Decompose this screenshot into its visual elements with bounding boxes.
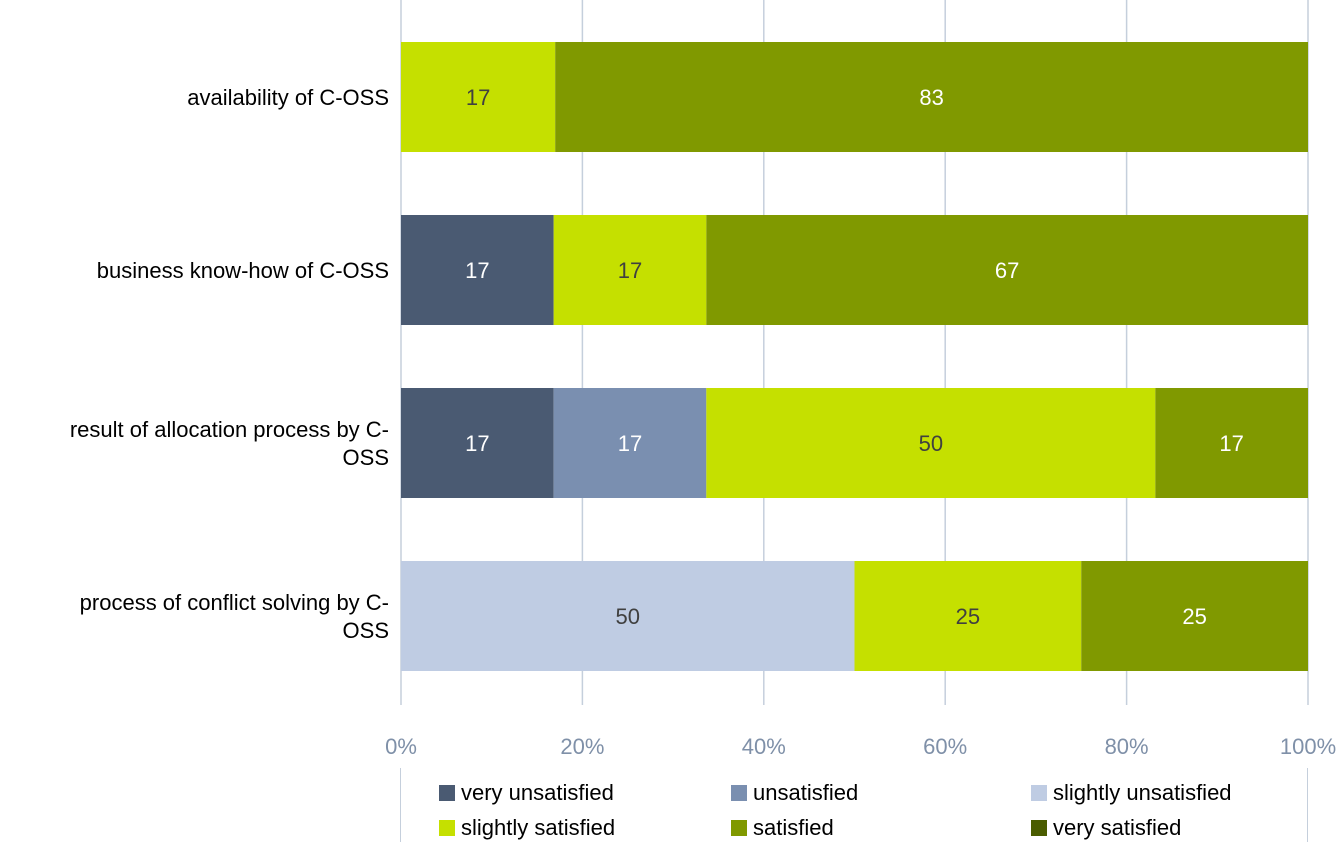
bar-segment [401, 561, 855, 671]
legend-label: slightly satisfied [461, 815, 616, 840]
data-label: 17 [465, 431, 489, 456]
bar-segment [553, 388, 707, 498]
legend-swatch [1031, 820, 1047, 836]
bar-segment [401, 388, 554, 498]
legend-label: very satisfied [1053, 815, 1182, 840]
bar-segment [1081, 561, 1308, 671]
x-tick-label: 100% [1280, 734, 1336, 759]
x-tick-label: 0% [385, 734, 417, 759]
legend-swatch [439, 785, 455, 801]
bar-segment [706, 388, 1156, 498]
legend-swatch [731, 820, 747, 836]
bar-segment [854, 561, 1082, 671]
legend-swatch [731, 785, 747, 801]
data-label: 25 [956, 604, 980, 629]
data-label: 50 [919, 431, 943, 456]
data-label: 17 [618, 431, 642, 456]
x-tick-label: 20% [560, 734, 604, 759]
bar-segment [553, 215, 707, 325]
x-tick-label: 80% [1105, 734, 1149, 759]
category-label: business know-how of C-OSS [97, 258, 389, 283]
x-tick-label: 60% [923, 734, 967, 759]
bar-segment [706, 215, 1308, 325]
bar-segment [1155, 388, 1308, 498]
data-label: 50 [616, 604, 640, 629]
category-label: availability of C-OSS [187, 85, 389, 110]
bar-segment [401, 215, 554, 325]
data-label: 17 [1219, 431, 1243, 456]
x-axis-tick-labels: 0% 20% 40% 60% 80% 100% [385, 734, 1336, 759]
legend-item: unsatisfied [731, 780, 858, 806]
data-label: 25 [1182, 604, 1206, 629]
x-tick-label: 40% [742, 734, 786, 759]
legend: very unsatisfied unsatisfied slightly unsa… [400, 768, 1308, 842]
data-label: 17 [465, 258, 489, 283]
data-label: 83 [919, 85, 943, 110]
bars: 17 83 17 17 67 17 17 50 17 50 25 25 [401, 42, 1308, 671]
legend-label: slightly unsatisfied [1053, 780, 1232, 805]
bar-segment [401, 42, 556, 152]
data-label: 17 [618, 258, 642, 283]
legend-item: very unsatisfied [439, 780, 614, 806]
legend-label: very unsatisfied [461, 780, 614, 805]
legend-label: unsatisfied [753, 780, 859, 805]
legend-item: satisfied [731, 815, 834, 841]
category-label: result of allocation process by C-OSS [70, 417, 389, 470]
data-label: 17 [466, 85, 490, 110]
category-label: process of conflict solving by C-OSS [80, 590, 389, 643]
legend-item: slightly satisfied [439, 815, 615, 841]
legend-item: very satisfied [1031, 815, 1181, 841]
legend-item: slightly unsatisfied [1031, 780, 1232, 806]
bar-segment [555, 42, 1308, 152]
category-labels: availability of C-OSS business know-how o… [70, 85, 389, 643]
legend-swatch [1031, 785, 1047, 801]
legend-swatch [439, 820, 455, 836]
legend-label: satisfied [753, 815, 834, 840]
data-label: 67 [995, 258, 1019, 283]
